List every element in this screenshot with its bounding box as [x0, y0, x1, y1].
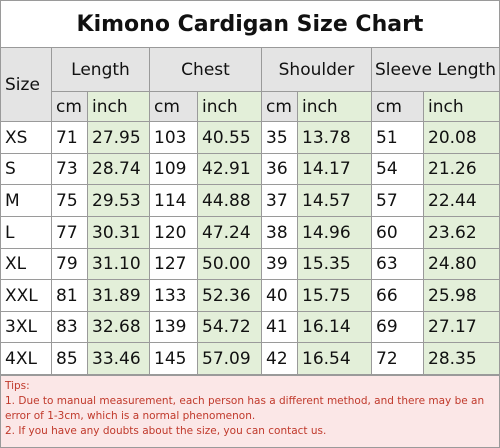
group-header: Shoulder	[261, 47, 372, 92]
unit-header: inch	[197, 91, 262, 122]
measure: 139	[149, 311, 198, 343]
measure: 31.89	[87, 279, 150, 312]
measure: 109	[149, 153, 198, 185]
size-label: L	[0, 216, 52, 249]
measure: 72	[371, 342, 424, 375]
measure: 16.14	[297, 311, 372, 343]
measure: 21.26	[423, 153, 500, 185]
measure: 63	[371, 248, 424, 280]
measure: 23.62	[423, 216, 500, 249]
measure: 54.72	[197, 311, 262, 343]
measure: 27.95	[87, 121, 150, 154]
measure: 36	[261, 153, 298, 185]
size-header: Size	[0, 47, 52, 122]
measure: 16.54	[297, 342, 372, 375]
measure: 14.57	[297, 184, 372, 217]
unit-header: inch	[423, 91, 500, 122]
size-label: S	[0, 153, 52, 185]
measure: 57.09	[197, 342, 262, 375]
measure: 71	[51, 121, 88, 154]
title: Kimono Cardigan Size Chart	[0, 0, 500, 48]
unit-header: cm	[371, 91, 424, 122]
measure: 35	[261, 121, 298, 154]
measure: 13.78	[297, 121, 372, 154]
measure: 77	[51, 216, 88, 249]
measure: 37	[261, 184, 298, 217]
measure: 114	[149, 184, 198, 217]
measure: 32.68	[87, 311, 150, 343]
size-label: 3XL	[0, 311, 52, 343]
size-label: XS	[0, 121, 52, 154]
measure: 14.17	[297, 153, 372, 185]
measure: 54	[371, 153, 424, 185]
tips: Tips: 1. Due to manual measurement, each…	[0, 375, 500, 448]
measure: 57	[371, 184, 424, 217]
measure: 83	[51, 311, 88, 343]
measure: 22.44	[423, 184, 500, 217]
measure: 103	[149, 121, 198, 154]
measure: 44.88	[197, 184, 262, 217]
measure: 133	[149, 279, 198, 312]
measure: 145	[149, 342, 198, 375]
measure: 42.91	[197, 153, 262, 185]
measure: 69	[371, 311, 424, 343]
measure: 52.36	[197, 279, 262, 312]
measure: 31.10	[87, 248, 150, 280]
unit-header: inch	[87, 91, 150, 122]
size-label: M	[0, 184, 52, 217]
measure: 79	[51, 248, 88, 280]
measure: 15.35	[297, 248, 372, 280]
measure: 14.96	[297, 216, 372, 249]
tips-label: Tips:	[5, 380, 30, 392]
measure: 66	[371, 279, 424, 312]
measure: 75	[51, 184, 88, 217]
measure: 40.55	[197, 121, 262, 154]
measure: 51	[371, 121, 424, 154]
measure: 33.46	[87, 342, 150, 375]
measure: 127	[149, 248, 198, 280]
group-header: Length	[51, 47, 150, 92]
measure: 30.31	[87, 216, 150, 249]
measure: 29.53	[87, 184, 150, 217]
measure: 50.00	[197, 248, 262, 280]
group-header: Sleeve Length	[371, 47, 500, 92]
tip-line: 1. Due to manual measurement, each perso…	[5, 395, 485, 422]
size-label: XXL	[0, 279, 52, 312]
measure: 28.74	[87, 153, 150, 185]
measure: 24.80	[423, 248, 500, 280]
measure: 25.98	[423, 279, 500, 312]
measure: 41	[261, 311, 298, 343]
measure: 15.75	[297, 279, 372, 312]
measure: 27.17	[423, 311, 500, 343]
measure: 85	[51, 342, 88, 375]
size-label: 4XL	[0, 342, 52, 375]
unit-header: cm	[149, 91, 198, 122]
measure: 20.08	[423, 121, 500, 154]
size-label: XL	[0, 248, 52, 280]
tip-line: 2. If you have any doubts about the size…	[5, 425, 327, 437]
measure: 60	[371, 216, 424, 249]
unit-header: cm	[261, 91, 298, 122]
group-header: Chest	[149, 47, 262, 92]
unit-header: inch	[297, 91, 372, 122]
measure: 47.24	[197, 216, 262, 249]
measure: 42	[261, 342, 298, 375]
measure: 81	[51, 279, 88, 312]
measure: 120	[149, 216, 198, 249]
measure: 39	[261, 248, 298, 280]
unit-header: cm	[51, 91, 88, 122]
measure: 73	[51, 153, 88, 185]
measure: 38	[261, 216, 298, 249]
measure: 40	[261, 279, 298, 312]
measure: 28.35	[423, 342, 500, 375]
